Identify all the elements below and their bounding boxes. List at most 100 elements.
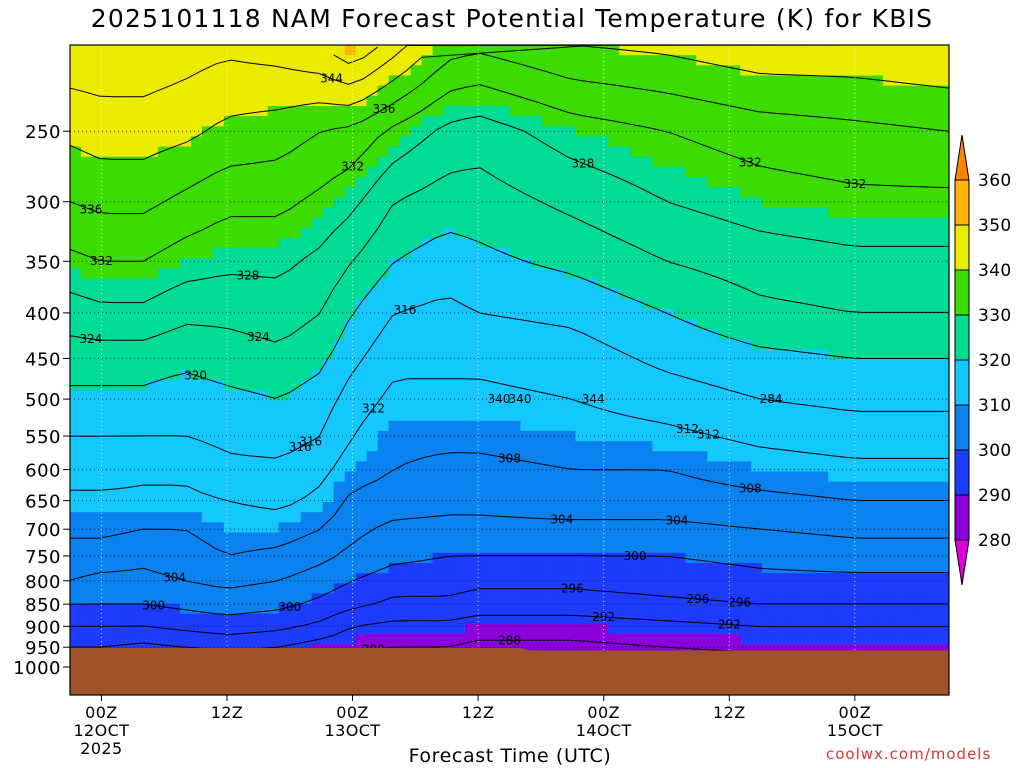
heatmap-cell: [806, 380, 818, 391]
heatmap-cell: [91, 65, 104, 77]
heatmap-cell: [685, 339, 697, 351]
heatmap-cell: [718, 522, 730, 534]
heatmap-cell: [894, 471, 906, 483]
heatmap-cell: [740, 105, 752, 117]
heatmap-cell: [861, 339, 873, 351]
heatmap-cell: [586, 603, 598, 615]
heatmap-cell: [432, 573, 445, 584]
heatmap-cell: [168, 410, 181, 422]
heatmap-cell: [476, 552, 489, 564]
heatmap-cell: [344, 288, 357, 300]
heatmap-cell: [267, 268, 280, 280]
heatmap-cell: [905, 85, 917, 97]
heatmap-cell: [729, 522, 741, 534]
heatmap-cell: [817, 562, 829, 574]
heatmap-cell: [773, 268, 785, 280]
heatmap-cell: [663, 126, 675, 138]
heatmap-cell: [80, 75, 93, 87]
heatmap-cell: [410, 116, 423, 127]
heatmap-cell: [201, 603, 214, 615]
heatmap-cell: [597, 359, 609, 371]
heatmap-cell: [432, 309, 445, 320]
heatmap-cell: [487, 187, 500, 198]
heatmap-cell: [399, 278, 412, 290]
heatmap-cell: [124, 136, 137, 148]
heatmap-cell: [729, 329, 741, 341]
heatmap-cell: [223, 248, 236, 259]
heatmap-cell: [740, 451, 752, 463]
heatmap-cell: [542, 441, 555, 452]
heatmap-cell: [905, 583, 917, 595]
heatmap-cell: [641, 227, 653, 239]
heatmap-cell: [190, 237, 203, 249]
heatmap-cell: [916, 634, 928, 645]
heatmap-cell: [70, 562, 82, 574]
heatmap-cell: [696, 420, 708, 432]
heatmap-cell: [487, 613, 500, 625]
heatmap-cell: [146, 126, 159, 138]
heatmap-cell: [289, 512, 302, 523]
heatmap-cell: [113, 573, 126, 584]
heatmap-cell: [179, 380, 192, 391]
heatmap-cell: [894, 430, 906, 442]
heatmap-cell: [102, 95, 115, 107]
heatmap-cell: [619, 156, 631, 168]
heatmap-cell: [322, 329, 335, 341]
heatmap-cell: [432, 420, 445, 432]
heatmap-cell: [597, 400, 609, 412]
heatmap-cell: [322, 156, 335, 168]
heatmap-cell: [300, 278, 313, 290]
heatmap-cell: [520, 502, 533, 513]
heatmap-cell: [520, 623, 533, 635]
heatmap-cell: [894, 370, 906, 381]
heatmap-cell: [597, 451, 609, 463]
heatmap-cell: [861, 400, 873, 412]
heatmap-cell: [245, 268, 258, 280]
heatmap-cell: [91, 359, 104, 371]
heatmap-cell: [696, 248, 708, 259]
heatmap-cell: [223, 166, 236, 178]
heatmap-cell: [553, 258, 566, 270]
heatmap-cell: [91, 562, 104, 574]
heatmap-cell: [586, 583, 598, 595]
heatmap-cell: [740, 166, 752, 178]
heatmap-cell: [344, 268, 357, 280]
heatmap-cell: [289, 420, 302, 432]
heatmap-cell: [256, 319, 269, 330]
heatmap-cell: [685, 177, 697, 188]
heatmap-cell: [168, 319, 181, 330]
heatmap-cell: [421, 95, 434, 107]
heatmap-cell: [817, 613, 829, 625]
heatmap-cell: [883, 207, 895, 219]
heatmap-cell: [70, 339, 82, 351]
heatmap-cell: [201, 166, 214, 178]
heatmap-cell: [333, 55, 346, 66]
heatmap-cell: [102, 359, 115, 371]
heatmap-cell: [861, 197, 873, 209]
heatmap-cell: [135, 105, 148, 117]
heatmap-cell: [729, 75, 741, 87]
heatmap-cell: [542, 502, 555, 513]
heatmap-cell: [366, 329, 379, 341]
heatmap-cell: [575, 278, 588, 290]
heatmap-cell: [421, 502, 434, 513]
heatmap-cell: [267, 166, 280, 178]
heatmap-cell: [806, 573, 818, 584]
heatmap-cell: [630, 461, 642, 473]
heatmap-cell: [762, 237, 774, 249]
heatmap-cell: [850, 156, 862, 168]
heatmap-cell: [674, 207, 686, 219]
heatmap-cell: [773, 319, 785, 330]
heatmap-cell: [157, 380, 170, 391]
heatmap-cell: [311, 187, 324, 198]
heatmap-cell: [883, 339, 895, 351]
heatmap-cell: [366, 593, 379, 605]
heatmap-cell: [520, 177, 533, 188]
heatmap-cell: [531, 359, 544, 371]
heatmap-cell: [278, 55, 291, 66]
heatmap-cell: [476, 227, 489, 239]
heatmap-cell: [608, 349, 620, 361]
heatmap-cell: [872, 85, 884, 97]
heatmap-cell: [894, 522, 906, 534]
heatmap-cell: [729, 644, 741, 655]
